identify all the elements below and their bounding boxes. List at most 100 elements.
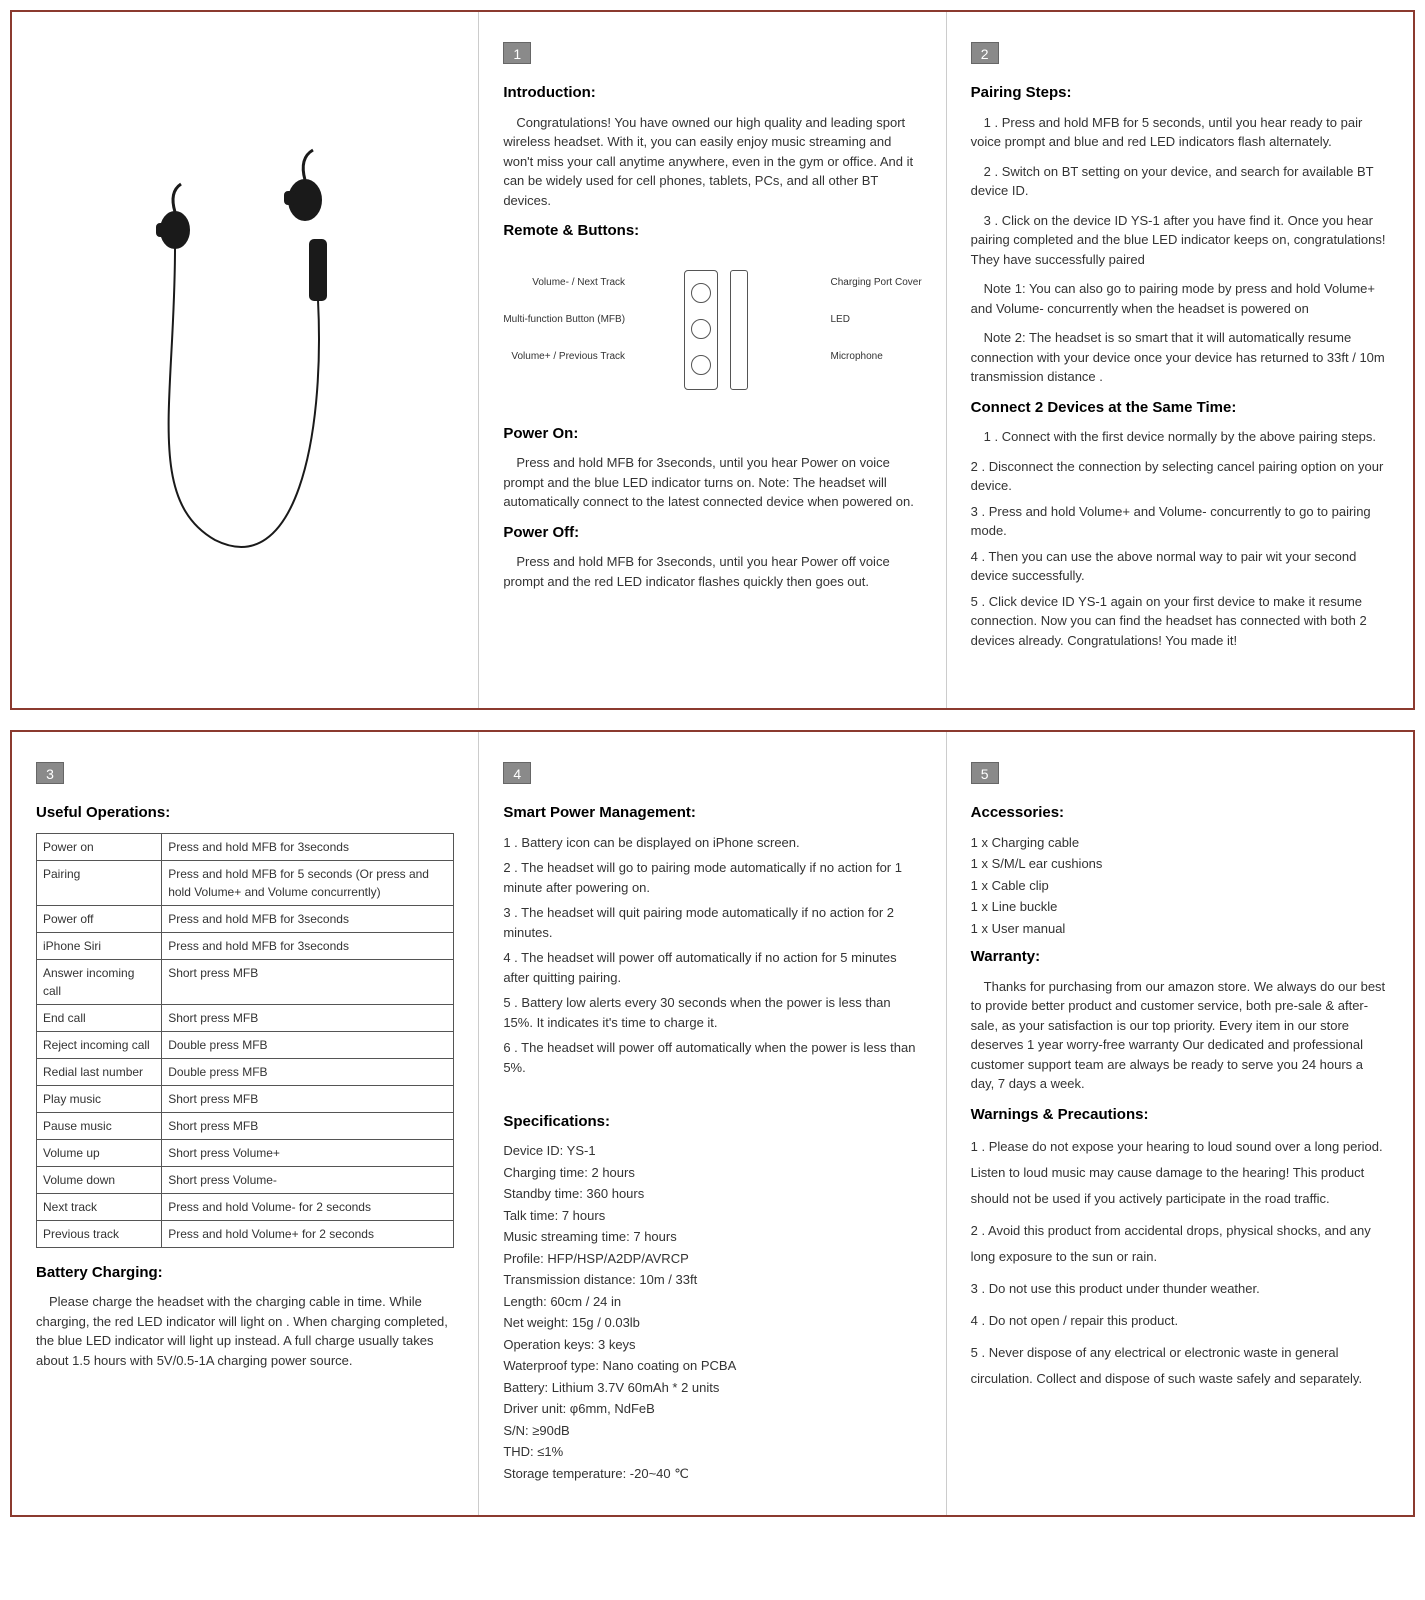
spec-item: Driver unit: φ6mm, NdFeB: [503, 1399, 921, 1419]
table-cell: Pairing: [37, 860, 162, 905]
panel-5: 5 Accessories: 1 x Charging cable1 x S/M…: [947, 732, 1413, 1515]
conn2-step-4: 4 . Then you can use the above normal wa…: [971, 547, 1389, 586]
heading-remote: Remote & Buttons:: [503, 220, 921, 243]
spec-item: Device ID: YS-1: [503, 1141, 921, 1161]
remote-labels-left: Volume- / Next Track Multi-function Butt…: [503, 275, 625, 386]
table-row: Next trackPress and hold Volume- for 2 s…: [37, 1193, 454, 1220]
label-mfb: Multi-function Button (MFB): [503, 312, 625, 327]
spec-list: Device ID: YS-1Charging time: 2 hoursSta…: [503, 1141, 921, 1483]
pair-step-3: 3 . Click on the device ID YS-1 after yo…: [971, 211, 1389, 270]
spec-item: THD: ≤1%: [503, 1442, 921, 1462]
table-row: Redial last numberDouble press MFB: [37, 1058, 454, 1085]
table-row: Power offPress and hold MFB for 3seconds: [37, 905, 454, 932]
panel-3: 3 Useful Operations: Power onPress and h…: [12, 732, 479, 1515]
table-row: Answer incoming callShort press MFB: [37, 959, 454, 1004]
spec-item: Operation keys: 3 keys: [503, 1335, 921, 1355]
spec-item: Battery: Lithium 3.7V 60mAh * 2 units: [503, 1378, 921, 1398]
heading-introduction: Introduction:: [503, 82, 921, 105]
accessory-item: 1 x Cable clip: [971, 876, 1389, 896]
section-number-2: 2: [971, 42, 999, 64]
table-cell: Volume up: [37, 1139, 162, 1166]
label-led: LED: [831, 312, 922, 327]
page-block-top: 1 Introduction: Congratulations! You hav…: [10, 10, 1415, 710]
table-cell: Answer incoming call: [37, 959, 162, 1004]
table-row: Previous trackPress and hold Volume+ for…: [37, 1220, 454, 1247]
spm-6: 6 . The headset will power off automatic…: [503, 1038, 921, 1077]
table-cell: Power on: [37, 833, 162, 860]
conn2-step-5: 5 . Click device ID YS-1 again on your f…: [971, 592, 1389, 651]
accessory-item: 1 x S/M/L ear cushions: [971, 854, 1389, 874]
heading-smart-power: Smart Power Management:: [503, 802, 921, 825]
heading-warnings: Warnings & Precautions:: [971, 1104, 1389, 1127]
table-cell: Previous track: [37, 1220, 162, 1247]
table-cell: Play music: [37, 1085, 162, 1112]
spm-3: 3 . The headset will quit pairing mode a…: [503, 903, 921, 942]
heading-power-off: Power Off:: [503, 522, 921, 545]
operations-table: Power onPress and hold MFB for 3secondsP…: [36, 833, 454, 1248]
table-cell: Short press MFB: [162, 959, 454, 1004]
table-cell: Short press MFB: [162, 1004, 454, 1031]
pair-note-2: Note 2: The headset is so smart that it …: [971, 328, 1389, 387]
table-row: End callShort press MFB: [37, 1004, 454, 1031]
table-row: Volume downShort press Volume-: [37, 1166, 454, 1193]
table-row: PairingPress and hold MFB for 5 seconds …: [37, 860, 454, 905]
spm-5: 5 . Battery low alerts every 30 seconds …: [503, 993, 921, 1032]
section-number-5: 5: [971, 762, 999, 784]
panel-2: 2 Pairing Steps: 1 . Press and hold MFB …: [947, 12, 1413, 708]
heading-specifications: Specifications:: [503, 1111, 921, 1134]
heading-battery: Battery Charging:: [36, 1262, 454, 1285]
spec-item: Transmission distance: 10m / 33ft: [503, 1270, 921, 1290]
table-row: iPhone SiriPress and hold MFB for 3secon…: [37, 932, 454, 959]
table-cell: Volume down: [37, 1166, 162, 1193]
spec-item: Net weight: 15g / 0.03lb: [503, 1313, 921, 1333]
accessory-item: 1 x Line buckle: [971, 897, 1389, 917]
table-cell: Press and hold MFB for 3seconds: [162, 905, 454, 932]
table-cell: Next track: [37, 1193, 162, 1220]
label-vol-minus: Volume- / Next Track: [503, 275, 625, 290]
table-row: Play musicShort press MFB: [37, 1085, 454, 1112]
table-cell: Press and hold Volume+ for 2 seconds: [162, 1220, 454, 1247]
warn-5: 5 . Never dispose of any electrical or e…: [971, 1340, 1389, 1392]
label-vol-plus: Volume+ / Previous Track: [503, 349, 625, 364]
section-number-3: 3: [36, 762, 64, 784]
table-cell: Power off: [37, 905, 162, 932]
conn2-step-2: 2 . Disconnect the connection by selecti…: [971, 457, 1389, 496]
spec-item: Talk time: 7 hours: [503, 1206, 921, 1226]
text-warranty: Thanks for purchasing from our amazon st…: [971, 977, 1389, 1094]
heading-operations: Useful Operations:: [36, 802, 454, 825]
spec-item: Profile: HFP/HSP/A2DP/AVRCP: [503, 1249, 921, 1269]
warn-3: 3 . Do not use this product under thunde…: [971, 1276, 1389, 1302]
heading-pairing: Pairing Steps:: [971, 82, 1389, 105]
panel-1: 1 Introduction: Congratulations! You hav…: [479, 12, 946, 708]
section-number-1: 1: [503, 42, 531, 64]
table-row: Pause musicShort press MFB: [37, 1112, 454, 1139]
spm-2: 2 . The headset will go to pairing mode …: [503, 858, 921, 897]
table-cell: Short press Volume+: [162, 1139, 454, 1166]
accessory-item: 1 x User manual: [971, 919, 1389, 939]
label-charge: Charging Port Cover: [831, 275, 922, 290]
spec-item: Music streaming time: 7 hours: [503, 1227, 921, 1247]
text-introduction: Congratulations! You have owned our high…: [503, 113, 921, 211]
table-cell: Short press MFB: [162, 1112, 454, 1139]
spm-1: 1 . Battery icon can be displayed on iPh…: [503, 833, 921, 853]
accessories-list: 1 x Charging cable1 x S/M/L ear cushions…: [971, 833, 1389, 939]
heading-accessories: Accessories:: [971, 802, 1389, 825]
spec-item: Waterproof type: Nano coating on PCBA: [503, 1356, 921, 1376]
table-cell: iPhone Siri: [37, 932, 162, 959]
table-cell: Press and hold MFB for 5 seconds (Or pre…: [162, 860, 454, 905]
conn2-step-1: 1 . Connect with the first device normal…: [971, 427, 1389, 447]
remote-body-front: [684, 270, 718, 390]
text-power-on: Press and hold MFB for 3seconds, until y…: [503, 453, 921, 512]
table-cell: Press and hold MFB for 3seconds: [162, 932, 454, 959]
table-cell: Pause music: [37, 1112, 162, 1139]
table-cell: Short press MFB: [162, 1085, 454, 1112]
section-number-4: 4: [503, 762, 531, 784]
product-image-panel: [12, 12, 479, 708]
label-mic: Microphone: [831, 349, 922, 364]
heading-power-on: Power On:: [503, 423, 921, 446]
remote-diagram: Volume- / Next Track Multi-function Butt…: [503, 255, 921, 405]
warn-4: 4 . Do not open / repair this product.: [971, 1308, 1389, 1334]
table-cell: Reject incoming call: [37, 1031, 162, 1058]
page-block-bottom: 3 Useful Operations: Power onPress and h…: [10, 730, 1415, 1517]
table-cell: Double press MFB: [162, 1031, 454, 1058]
